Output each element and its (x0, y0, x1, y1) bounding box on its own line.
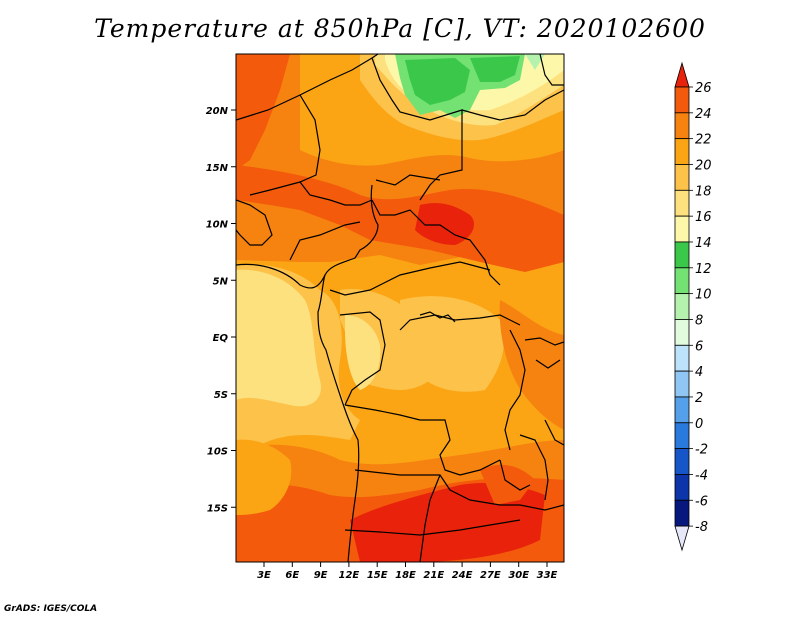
lon-tick-label: 15E (367, 570, 388, 581)
colorbar-top-arrow (674, 61, 690, 88)
colorbar-label: 6 (695, 339, 703, 354)
map-title: Temperature at 850hPa [C], VT: 202010260… (94, 14, 706, 43)
lat-tick-label: EQ (213, 333, 229, 344)
colorbar-swatch (674, 215, 690, 243)
lon-tick-label: 6E (285, 570, 299, 581)
lon-tick-label: 3E (257, 570, 271, 581)
lat-tick-label: 15S (207, 503, 228, 514)
lon-tick-label: 24E (452, 570, 473, 581)
temperature-field (236, 54, 564, 562)
lat-tick-label: 15N (206, 163, 229, 174)
colorbar-label: 10 (695, 288, 712, 303)
colorbar-swatch (674, 370, 690, 398)
colorbar-label: -8 (695, 520, 708, 535)
colorbar-swatch (674, 241, 690, 269)
colorbar-bottom-arrow (674, 525, 690, 552)
colorbar-swatch (674, 344, 690, 372)
colorbar-label: 18 (695, 184, 712, 199)
colorbar-swatch (674, 474, 690, 501)
lon-tick-label: 18E (395, 570, 416, 581)
map-frame (235, 53, 565, 563)
colorbar-label: 2 (695, 391, 703, 406)
colorbar-swatch (674, 86, 690, 114)
colorbar-label: 16 (695, 210, 712, 225)
colorbar-swatch (674, 396, 690, 424)
colorbar-swatch (674, 267, 690, 295)
colorbar-label: -6 (695, 494, 708, 509)
lon-tick-label: 9E (314, 570, 328, 581)
colorbar-label: -2 (695, 443, 708, 458)
colorbar-swatch (674, 293, 690, 320)
latitude-axis: 20N 15N 10N 5N EQ 5S 10S 15S (206, 106, 236, 514)
colorbar-label: 8 (695, 313, 703, 328)
longitude-axis: 3E 6E 9E 12E 15E 18E 21E 24E 27E 30E 33E (257, 562, 558, 581)
lon-tick-label: 21E (423, 570, 444, 581)
lat-tick-label: 5N (213, 276, 229, 287)
colorbar-label: 0 (695, 417, 703, 432)
colorbar-label: 22 (695, 133, 712, 148)
colorbar-label: 14 (695, 236, 712, 251)
colorbar-swatch (674, 499, 690, 527)
credit-label: GrADS: IGES/COLA (4, 604, 98, 614)
colorbar-swatch (674, 112, 690, 140)
colorbar-label: 4 (695, 365, 703, 380)
colorbar-label: 20 (695, 158, 712, 173)
colorbar-swatch (674, 138, 690, 165)
colorbar-label: 26 (695, 81, 712, 96)
lon-tick-label: 12E (339, 570, 360, 581)
colorbar-swatch (674, 422, 690, 450)
colorbar-label: -4 (695, 468, 708, 483)
country-boundaries (236, 54, 564, 562)
colorbar-label: 24 (695, 107, 712, 122)
colorbar-swatch (674, 164, 690, 191)
lat-tick-label: 5S (214, 390, 228, 401)
lat-tick-label: 10N (206, 220, 229, 231)
colorbar-swatch (674, 319, 690, 346)
lat-tick-label: 10S (207, 447, 228, 458)
colorbar-label: 12 (695, 262, 712, 277)
colorbar-swatch (674, 448, 690, 475)
lon-tick-label: 30E (508, 570, 529, 581)
colorbar-swatch (674, 189, 690, 217)
lon-tick-label: 27E (480, 570, 501, 581)
lat-tick-label: 20N (206, 106, 229, 117)
lon-tick-label: 33E (537, 570, 558, 581)
